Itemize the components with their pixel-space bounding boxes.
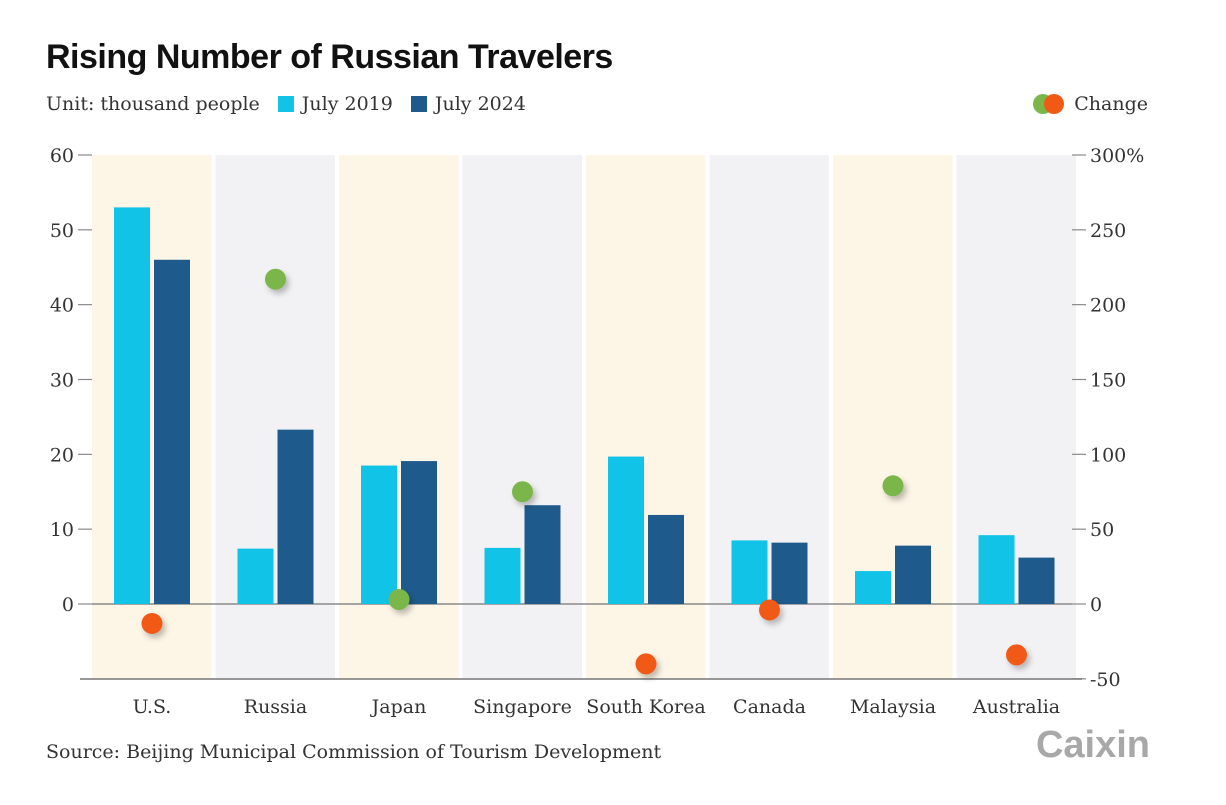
caixin-logo: Caixin	[1035, 724, 1150, 766]
bar-2019	[114, 207, 150, 604]
left-tick-label: 0	[62, 594, 74, 616]
change-dots	[141, 268, 1027, 675]
category-label: U.S.	[133, 696, 172, 718]
bar-2019	[608, 456, 644, 604]
category-label: South Korea	[586, 696, 705, 718]
right-tick-label: 150	[1090, 370, 1126, 392]
category-label: Australia	[972, 696, 1060, 718]
category-label: Singapore	[473, 696, 572, 718]
change-dot	[388, 589, 410, 611]
bar-2024	[895, 545, 931, 604]
left-tick-label: 40	[50, 295, 74, 317]
band-1	[215, 155, 335, 679]
legend: Unit: thousand people July 2019 July 202…	[46, 90, 526, 118]
bar-2024	[648, 514, 684, 604]
band-3	[462, 155, 582, 679]
right-tick-label: 300%	[1090, 145, 1144, 167]
category-label: Canada	[733, 696, 806, 718]
change-dot	[512, 481, 533, 503]
category-label: Japan	[370, 696, 427, 718]
right-tick-label: 200	[1090, 295, 1126, 317]
bar-2019	[237, 548, 274, 604]
legend-change-label: Change	[1074, 93, 1148, 115]
category-bands	[92, 155, 1076, 679]
bar-2024	[154, 259, 190, 604]
bar-2024	[1018, 557, 1055, 604]
band-7	[956, 155, 1076, 679]
band-5	[709, 155, 829, 679]
bar-2019	[978, 535, 1015, 604]
change-dot	[141, 612, 163, 634]
change-dot	[265, 268, 286, 290]
chart-title: Rising Number of Russian Travelers	[46, 38, 613, 76]
legend-decrease-dot	[1044, 94, 1065, 114]
legend-label-2019: July 2019	[301, 93, 393, 115]
category-label: Malaysia	[850, 696, 936, 718]
left-tick-label: 60	[50, 145, 74, 167]
right-tick-label: 50	[1090, 519, 1114, 541]
right-tick-label: 250	[1090, 220, 1126, 242]
change-dot	[635, 653, 657, 675]
left-tick-label: 10	[50, 519, 74, 541]
source-note: Source: Beijing Municipal Commission of …	[46, 741, 662, 763]
change-dot	[1006, 644, 1027, 666]
legend-label-2024: July 2024	[434, 93, 526, 115]
left-tick-label: 30	[50, 370, 74, 392]
legend-swatch-2019	[277, 96, 294, 112]
band-6	[833, 155, 953, 679]
bar-2024	[401, 461, 437, 604]
band-0	[92, 155, 212, 679]
bar-2019	[361, 465, 397, 604]
unit-label: Unit: thousand people	[46, 93, 260, 115]
bar-2019	[855, 571, 891, 604]
bar-2024	[771, 542, 808, 604]
right-tick-label: -50	[1090, 669, 1121, 691]
change-dot	[882, 475, 904, 497]
right-tick-label: 100	[1090, 444, 1126, 466]
band-4	[586, 155, 706, 679]
bar-2024	[277, 429, 314, 604]
legend-swatch-2024	[410, 96, 427, 112]
category-label: Russia	[244, 696, 307, 718]
right-tick-label: 0	[1090, 594, 1102, 616]
left-tick-label: 20	[50, 444, 74, 466]
legend-change: Change	[1033, 90, 1148, 118]
bars	[114, 207, 1055, 604]
bar-2024	[524, 505, 561, 604]
bar-2019	[484, 547, 521, 604]
change-dot	[759, 599, 780, 621]
bar-2019	[731, 540, 768, 604]
left-tick-label: 50	[50, 220, 74, 242]
axis-labels: 0 10 20 30 40 50 60 -50 0 50 100 150 200 250 300% U.S. R…	[50, 145, 1145, 718]
